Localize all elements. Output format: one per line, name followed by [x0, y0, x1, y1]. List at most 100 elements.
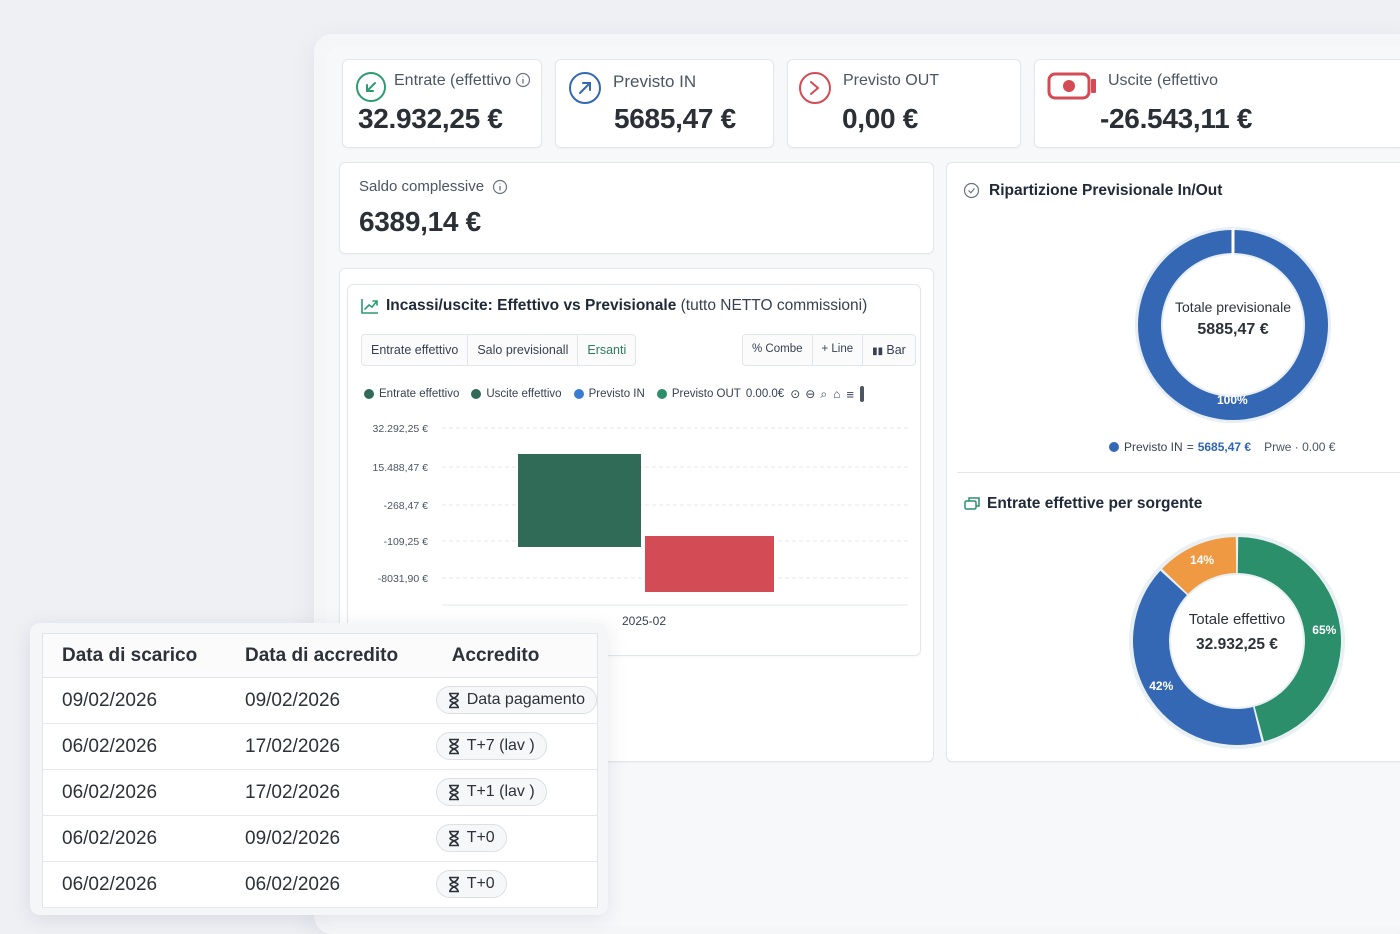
legend-entrate-effettivo[interactable]: Entrate effettivo — [364, 388, 459, 400]
chart-title-bold: Incassi/uscite: Effettivo vs Previsional… — [386, 297, 677, 314]
hourglass-icon — [448, 876, 459, 893]
zoom-out-icon[interactable]: ⊖ — [805, 387, 816, 401]
header-data-scarico[interactable]: Data di scarico — [42, 633, 227, 678]
magnifier-icon[interactable]: ⌕ — [820, 386, 828, 401]
bar-chart-icon: ▮▮ — [872, 346, 884, 357]
donut2-slice-label: 42% — [1149, 679, 1173, 693]
donut-divider — [957, 472, 1400, 473]
cell-data-accredito: 09/02/2026 — [226, 677, 433, 724]
donut2-center: Totale effettivo 32.932,25 € — [1157, 611, 1317, 654]
table-row[interactable]: 06/02/2026 06/02/2026 T+0 — [42, 861, 598, 908]
chart-title: Incassi/uscite: Effettivo vs Previsional… — [386, 297, 867, 315]
legend-previsto-in[interactable]: Previsto IN — [573, 388, 645, 400]
legend-label: Previsto IN — [588, 388, 645, 400]
donut2-slice-green[interactable] — [1237, 537, 1341, 742]
x-tick-label: 2025-02 — [622, 614, 666, 628]
donut-card: Ripartizione Previsionale In/Out Totale … — [946, 162, 1400, 762]
table-row[interactable]: 09/02/2026 09/02/2026 Data pagamento — [42, 677, 598, 724]
arrow-up-right-circle-icon — [569, 72, 601, 104]
chart-type-line-button[interactable]: + Line — [813, 335, 864, 365]
kpi-previsto-in-label: Previsto IN — [613, 72, 697, 91]
hourglass-icon — [448, 784, 459, 801]
cell-accredito: T+0 — [432, 861, 598, 908]
legend-previsto-out[interactable]: Previsto OUT — [656, 388, 741, 400]
donut2-center-value: 32.932,25 € — [1196, 636, 1278, 653]
kpi-uscite-card: Uscite (effettivo -26.543,11 € — [1034, 59, 1400, 148]
tab-saldo-previsionale[interactable]: Salo previsionall — [468, 335, 579, 365]
chevron-right-circle-icon — [799, 72, 831, 104]
donut1-title: Ripartizione Previsionale In/Out — [989, 182, 1223, 199]
legend-uscite-effettivo[interactable]: Uscite effettivo — [471, 388, 562, 400]
cell-data-scarico: 06/02/2026 — [42, 723, 227, 770]
accrediti-table-card: Data di scarico Data di accredito Accred… — [30, 623, 608, 915]
cell-data-scarico: 06/02/2026 — [42, 815, 227, 862]
accredito-badge-label: T+0 — [466, 829, 495, 847]
donut2-slice-label: 14% — [1190, 553, 1214, 567]
chart-type-bar-button[interactable]: ▮▮ Bar — [863, 335, 915, 365]
kpi-entrate-label: Entrate (effettivo — [394, 72, 512, 89]
donut2-slice-label: 65% — [1312, 623, 1336, 637]
accredito-badge[interactable]: T+0 — [435, 824, 507, 853]
donut1-legend-extra: Prwe · 0.00 € — [1264, 440, 1336, 454]
donut1-hole — [1163, 255, 1303, 395]
accrediti-table: Data di scarico Data di accredito Accred… — [42, 633, 598, 908]
check-circle-icon — [963, 182, 980, 199]
y-tick-label: 32.292,25 € — [373, 423, 429, 435]
legend-label: Entrate effettivo — [379, 388, 460, 400]
cell-accredito: T+0 — [432, 815, 598, 862]
donut2-hole — [1171, 575, 1303, 707]
legend-label: Previsto OUT — [671, 388, 741, 400]
cell-data-scarico: 06/02/2026 — [42, 769, 227, 816]
home-icon[interactable]: ⌂ — [833, 387, 841, 401]
table-row[interactable]: 06/02/2026 17/02/2026 T+1 (lav ) — [42, 769, 598, 816]
donut-previsionale — [1135, 227, 1331, 423]
table-row[interactable]: 06/02/2026 09/02/2026 T+0 — [42, 815, 598, 862]
cell-accredito: Data pagamento — [432, 677, 598, 724]
donut1-legend-eq: = — [1186, 440, 1194, 454]
bar-entrate-effettivo[interactable] — [518, 454, 641, 547]
saldo-card: Saldo complessive 6389,14 € — [339, 162, 934, 254]
accredito-badge[interactable]: Data pagamento — [435, 686, 597, 715]
y-tick-label: -268,47 € — [384, 500, 429, 512]
donut2-title: Entrate effettive per sorgente — [987, 495, 1203, 512]
camera-icon — [1047, 72, 1096, 100]
hourglass-icon — [448, 830, 459, 847]
chart-type-tabs: % Combe + Line ▮▮ Bar — [742, 334, 916, 366]
info-icon — [515, 72, 531, 88]
kpi-uscite-value: -26.543,11 € — [1100, 103, 1253, 134]
scroll-handle-icon[interactable] — [859, 386, 864, 402]
header-data-accredito[interactable]: Data di accredito — [226, 633, 433, 678]
accredito-badge-label: T+7 (lav ) — [466, 737, 535, 755]
menu-icon[interactable]: ≡ — [846, 386, 854, 402]
donut2-slice-orange[interactable] — [1162, 537, 1237, 594]
accredito-badge[interactable]: T+7 (lav ) — [435, 732, 547, 761]
hourglass-icon — [448, 738, 459, 755]
donut1-legend-value: 5685,47 € — [1197, 440, 1252, 454]
tab-entrate-effettivo[interactable]: Entrate effettivo — [362, 335, 469, 365]
kpi-previsto-out-value: 0,00 € — [842, 103, 919, 134]
donut1-slice-label: 100% — [1217, 393, 1248, 407]
accredito-badge[interactable]: T+0 — [435, 870, 507, 899]
bar-chart: 32.292,25 € 15.488,47 € -268,47 € -109,25 €… — [373, 423, 908, 628]
y-tick-label: -8031,90 € — [378, 573, 428, 585]
legend-extra-value: 0.00.0€ — [745, 388, 785, 400]
trend-up-icon — [361, 299, 378, 314]
saldo-label: Saldo complessive — [359, 178, 485, 195]
donut1-center: Totale previsionale 5885,47 € — [1153, 299, 1313, 339]
bar-uscite-effettivo[interactable] — [645, 536, 774, 592]
zoom-in-icon[interactable]: ⊙ — [790, 387, 801, 401]
donut2-slice-blue[interactable] — [1133, 570, 1262, 745]
accredito-badge-label: Data pagamento — [466, 691, 585, 709]
cell-data-scarico: 06/02/2026 — [42, 861, 227, 908]
table-row[interactable]: 06/02/2026 17/02/2026 T+7 (lav ) — [42, 723, 598, 770]
accredito-badge[interactable]: T+1 (lav ) — [435, 778, 547, 807]
arrow-down-left-circle-icon — [356, 72, 386, 102]
kpi-previsto-in-value: 5685,47 € — [614, 103, 736, 134]
chart-type-combo-button[interactable]: % Combe — [743, 335, 813, 365]
tab-ersanti[interactable]: Ersanti — [587, 343, 627, 357]
accredito-badge-label: T+0 — [466, 875, 495, 893]
chart-series-tabs: Entrate effettivo Salo previsionall Ersa… — [361, 334, 637, 366]
header-accredito[interactable]: Accredito — [432, 633, 598, 678]
donut1-center-value: 5885,47 € — [1197, 321, 1269, 338]
cell-data-accredito: 06/02/2026 — [226, 861, 433, 908]
